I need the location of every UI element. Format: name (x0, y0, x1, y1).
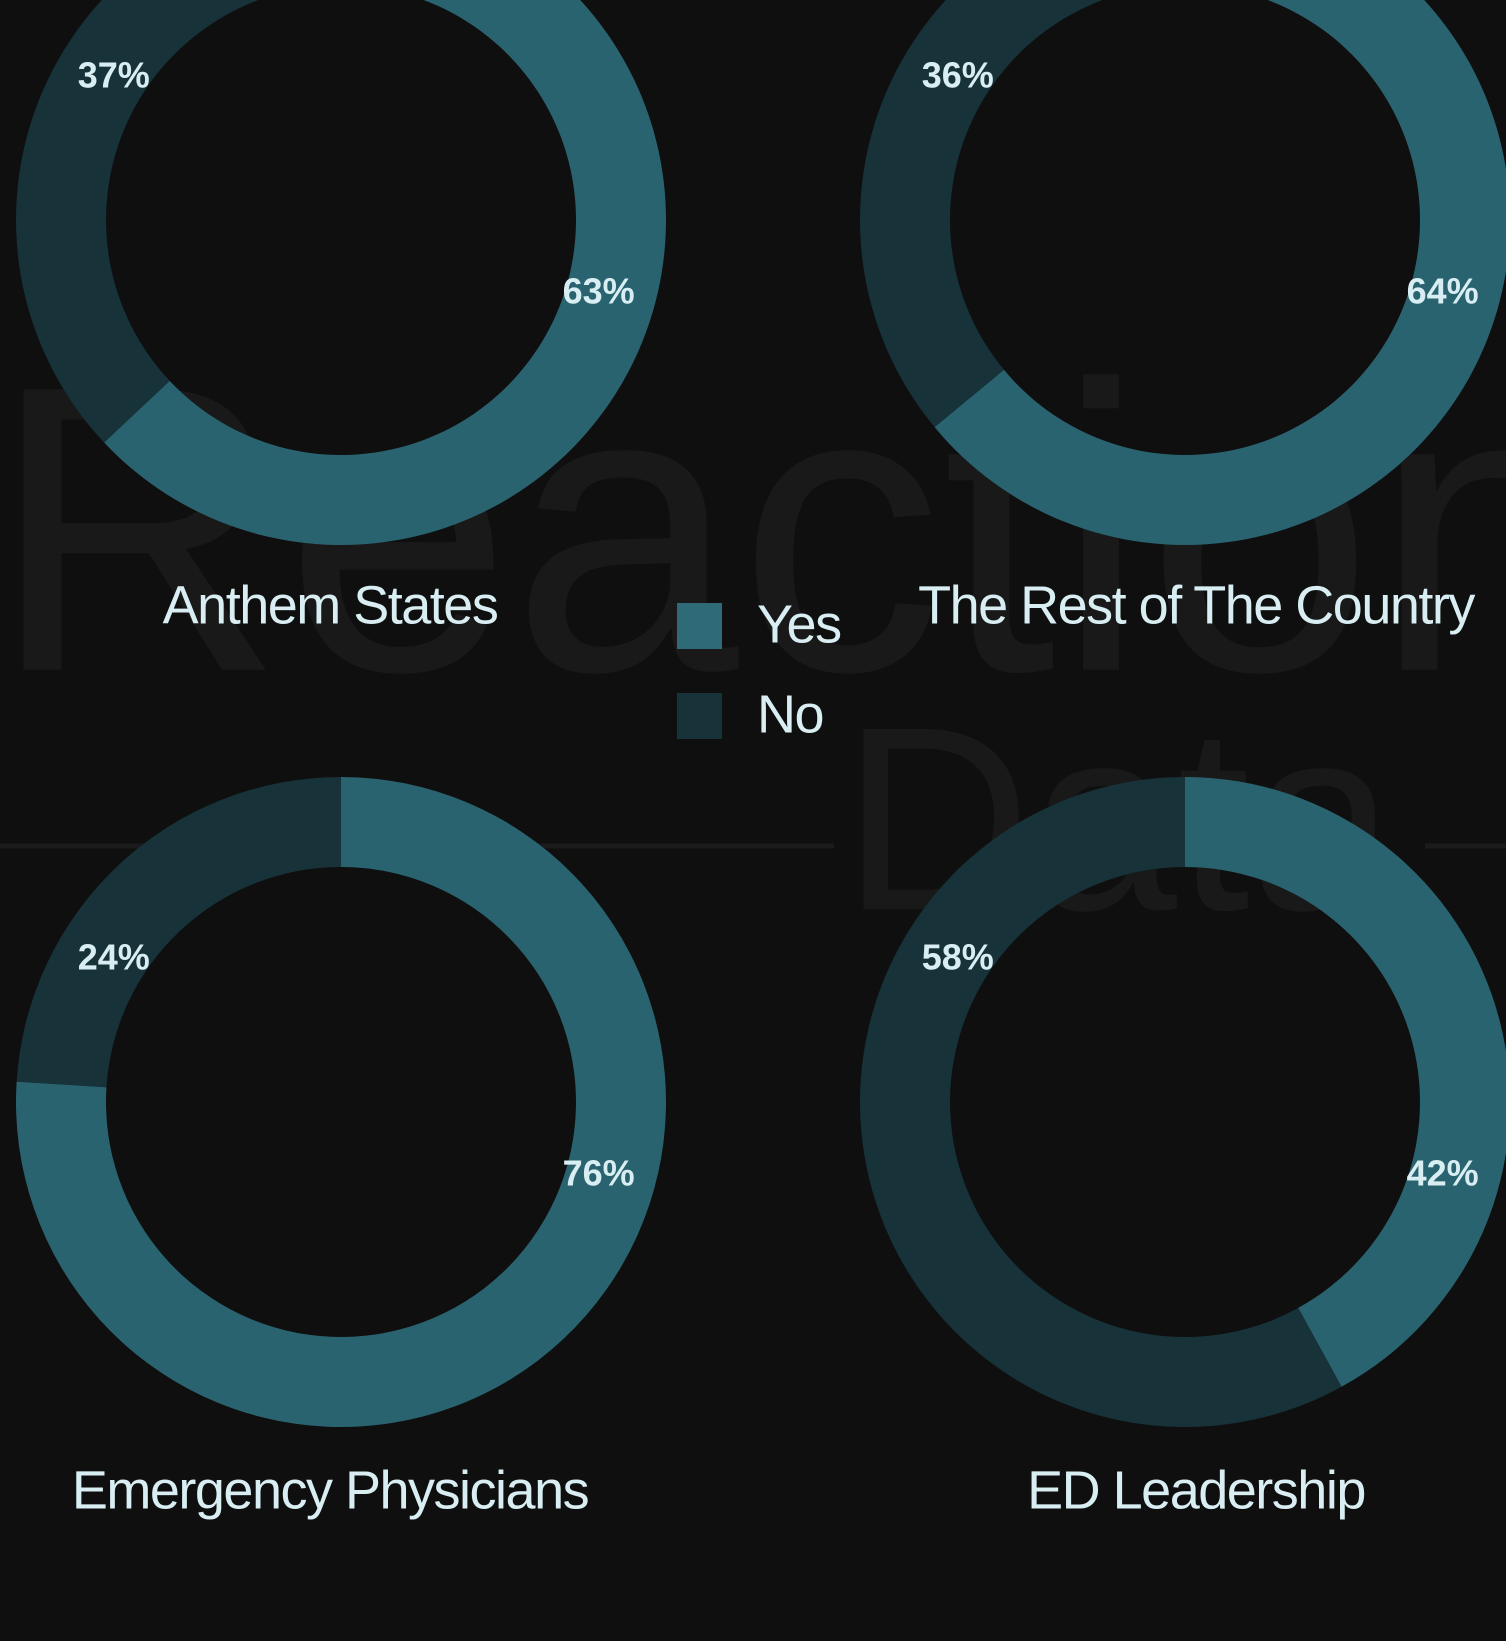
data-label: 63% (563, 270, 635, 311)
donut-segment (860, 777, 1342, 1427)
donut-segment (16, 777, 341, 1088)
data-label: 42% (1407, 1152, 1479, 1193)
data-label: 36% (922, 54, 994, 95)
data-label: 58% (922, 936, 994, 977)
chart-title: ED Leadership (1027, 1460, 1365, 1520)
donut-segment (859, 0, 1103, 428)
legend-label: No (757, 684, 823, 744)
data-label: 64% (1407, 270, 1479, 311)
donut-segment (104, 0, 666, 545)
donut-segment (1185, 777, 1506, 1387)
data-label: 37% (78, 54, 150, 95)
data-label: 24% (78, 936, 150, 977)
data-label: 76% (563, 1152, 635, 1193)
legend-swatch (677, 693, 722, 739)
chart-title: Anthem States (163, 575, 498, 635)
donut-segment (16, 0, 259, 443)
chart-title: Emergency Physicians (72, 1460, 589, 1520)
chart-title: The Rest of The Country (918, 575, 1475, 635)
donut-segment (934, 0, 1506, 545)
legend-swatch (677, 603, 722, 649)
legend-label: Yes (757, 594, 841, 654)
